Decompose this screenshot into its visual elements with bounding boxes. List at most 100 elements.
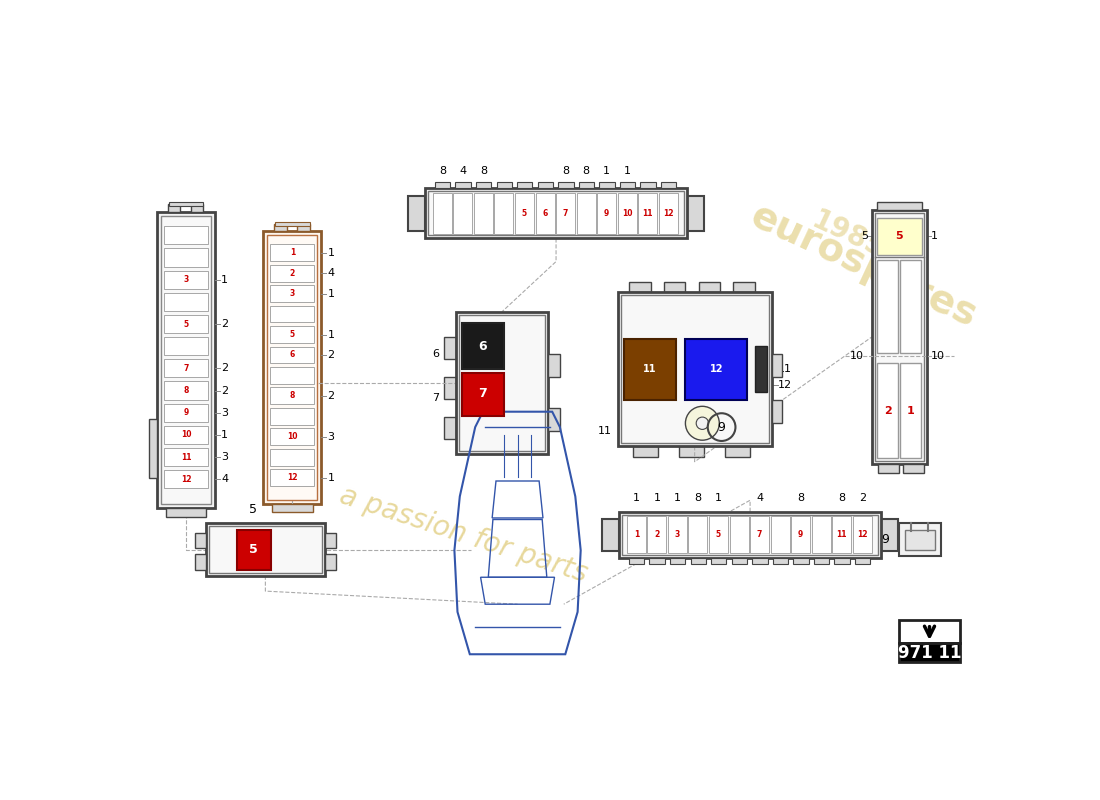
Text: 8: 8 [838, 493, 845, 502]
Bar [558, 182, 573, 188]
Text: 8: 8 [480, 166, 487, 176]
Text: 8: 8 [562, 166, 569, 176]
Text: 12: 12 [663, 209, 673, 218]
Bar [685, 338, 747, 400]
Text: 3: 3 [289, 289, 295, 298]
Bar [408, 196, 425, 231]
Bar [455, 312, 548, 454]
Bar [732, 558, 747, 564]
Text: 5: 5 [249, 543, 257, 556]
Text: 3: 3 [674, 530, 680, 539]
Text: 1: 1 [624, 166, 630, 176]
Bar [619, 182, 635, 188]
Bar [157, 211, 214, 508]
Bar [548, 354, 560, 377]
Text: 9: 9 [881, 533, 890, 546]
Bar [166, 508, 207, 517]
Bar [648, 517, 667, 554]
Bar [579, 182, 594, 188]
Text: 6: 6 [478, 340, 487, 353]
Bar [772, 400, 782, 423]
Text: 9: 9 [798, 530, 803, 539]
Bar [791, 517, 810, 554]
Text: 1: 1 [906, 406, 914, 416]
Bar [271, 408, 315, 425]
Bar [434, 182, 450, 188]
Bar [634, 446, 658, 457]
Bar [899, 643, 960, 662]
Bar [624, 338, 676, 400]
Bar [148, 419, 157, 478]
Bar [164, 337, 208, 355]
Text: 1: 1 [221, 274, 228, 285]
Bar [659, 193, 678, 234]
Text: 7: 7 [563, 209, 569, 218]
Bar [271, 265, 315, 282]
Bar [834, 558, 849, 564]
Text: 4: 4 [328, 268, 334, 278]
Text: 11: 11 [597, 426, 612, 436]
Bar [271, 346, 315, 363]
Text: 12: 12 [778, 380, 792, 390]
Bar [164, 448, 208, 466]
Text: 10: 10 [180, 430, 191, 439]
Bar [462, 373, 505, 415]
Bar [271, 286, 315, 302]
Bar [164, 359, 208, 378]
Bar [195, 533, 206, 548]
Bar [271, 387, 315, 404]
Text: 1: 1 [328, 330, 334, 339]
Bar [814, 558, 829, 564]
Bar [496, 182, 512, 188]
Bar [899, 523, 942, 556]
Bar [597, 193, 616, 234]
Text: 12: 12 [287, 473, 298, 482]
Bar [686, 196, 704, 231]
Bar [710, 517, 728, 554]
Bar [623, 515, 878, 555]
Bar [209, 526, 322, 573]
Text: 12: 12 [857, 530, 868, 539]
Bar [670, 558, 685, 564]
Bar [495, 193, 514, 234]
Bar [455, 182, 471, 188]
Text: 6: 6 [432, 349, 439, 359]
Bar [271, 470, 315, 486]
Bar [462, 323, 505, 370]
Text: 1: 1 [632, 493, 640, 502]
Bar [638, 193, 657, 234]
Bar [326, 533, 336, 548]
Bar [874, 213, 924, 461]
Bar [664, 282, 685, 292]
Bar [871, 210, 927, 464]
Text: 11: 11 [836, 530, 847, 539]
Bar [711, 558, 726, 564]
Bar [195, 554, 206, 570]
Bar [272, 504, 312, 512]
Bar [459, 314, 546, 451]
Bar [689, 517, 707, 554]
Bar [877, 260, 898, 353]
Text: a passion for parts: a passion for parts [337, 482, 591, 588]
Bar [548, 408, 560, 431]
Bar [453, 193, 472, 234]
Text: 5: 5 [861, 231, 868, 241]
Bar [618, 193, 637, 234]
Text: 8: 8 [583, 166, 590, 176]
Bar [164, 470, 208, 488]
Bar [603, 518, 619, 551]
Bar [274, 224, 286, 230]
Text: 2: 2 [328, 350, 334, 360]
Bar [271, 428, 315, 445]
Bar [750, 517, 769, 554]
Text: 5: 5 [716, 530, 722, 539]
Bar [620, 295, 769, 443]
Text: 7: 7 [184, 364, 189, 373]
Text: 1: 1 [221, 430, 228, 440]
Text: 4: 4 [221, 474, 228, 484]
Bar [271, 449, 315, 466]
Bar [425, 189, 686, 238]
Bar [164, 404, 208, 422]
Bar [443, 337, 455, 358]
Text: 1985: 1985 [807, 206, 890, 264]
